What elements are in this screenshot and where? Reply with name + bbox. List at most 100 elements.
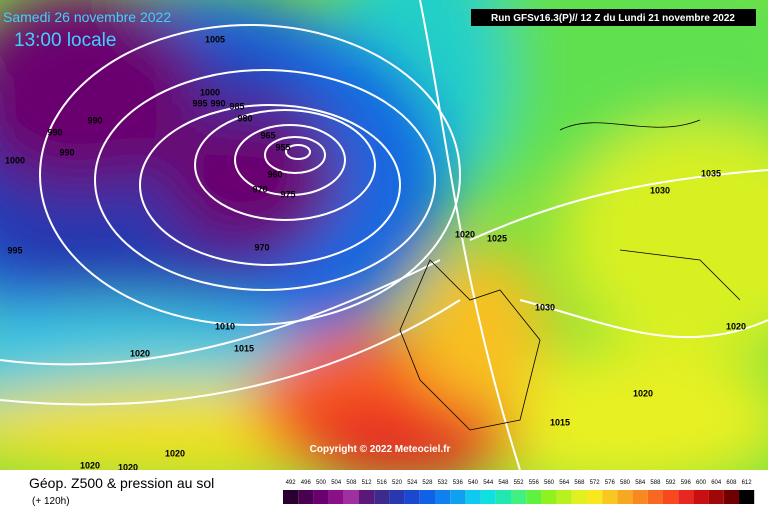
isobar-label: 975 xyxy=(280,189,295,199)
isobar-label: 990 xyxy=(210,98,225,108)
scale-swatch xyxy=(298,490,314,504)
isobar-label: 970 xyxy=(252,184,267,194)
scale-swatch xyxy=(328,490,344,504)
isobar-label: 1020 xyxy=(726,321,746,331)
scale-label: 528 xyxy=(422,480,433,486)
isobar-label: 1030 xyxy=(650,185,670,195)
scale-swatch xyxy=(739,490,755,504)
scale-label: 512 xyxy=(362,480,373,486)
scale-label: 592 xyxy=(666,480,677,486)
color-scale: 492 496 500 504 508 512 516 520 524 528 532 536 540 5… xyxy=(283,480,755,504)
scale-swatch xyxy=(571,490,587,504)
scale-swatch xyxy=(526,490,542,504)
scale-swatch xyxy=(374,490,390,504)
scale-swatch xyxy=(723,490,739,504)
isobar-label: 1020 xyxy=(130,348,150,358)
isobar-label: 1010 xyxy=(215,321,235,331)
isobar-label: 960 xyxy=(267,169,282,179)
isobar-label: 985 xyxy=(229,101,244,111)
scale-label: 604 xyxy=(711,480,722,486)
scale-label: 580 xyxy=(620,480,631,486)
footer-title: Géop. Z500 & pression au sol xyxy=(29,475,214,491)
scale-label: 516 xyxy=(377,480,388,486)
isobar-label: 1015 xyxy=(234,343,254,353)
isobar-label: 1030 xyxy=(535,302,555,312)
scale-label: 540 xyxy=(468,480,479,486)
isobar-label: 1000 xyxy=(200,87,220,97)
scale-label: 608 xyxy=(726,480,737,486)
date: Samedi 26 novembre 2022 xyxy=(3,9,171,25)
scale-swatch xyxy=(556,490,572,504)
run-box xyxy=(471,9,756,26)
copyright: Copyright © 2022 Meteociel.fr xyxy=(310,444,451,455)
scale-label: 596 xyxy=(681,480,692,486)
scale-label: 556 xyxy=(529,480,540,486)
scale-swatch xyxy=(663,490,679,504)
scale-swatch xyxy=(495,490,511,504)
isobar-label: 990 xyxy=(47,127,62,137)
isobar-label: 1020 xyxy=(633,388,653,398)
scale-swatch xyxy=(450,490,466,504)
isobar-label: 995 xyxy=(7,245,22,255)
isobar-label: 990 xyxy=(87,115,102,125)
isobar-label: 980 xyxy=(237,113,252,123)
isobar-label: 1005 xyxy=(205,34,225,44)
isobar-label: 970 xyxy=(254,242,269,252)
scale-swatch xyxy=(435,490,451,504)
scale-label: 576 xyxy=(605,480,616,486)
isobars xyxy=(0,0,768,470)
scale-swatch xyxy=(678,490,694,504)
isobar-label: 1035 xyxy=(701,168,721,178)
scale-label: 492 xyxy=(286,480,297,486)
scale-label: 600 xyxy=(696,480,707,486)
field: ​ xyxy=(0,0,768,470)
scale-label: 548 xyxy=(498,480,509,486)
scale-swatch xyxy=(511,490,527,504)
scale-swatch xyxy=(404,490,420,504)
scale-swatch xyxy=(389,490,405,504)
isobar-label: 1020 xyxy=(118,462,138,472)
scale-label: 560 xyxy=(544,480,555,486)
scale-swatch xyxy=(480,490,496,504)
scale-label: 536 xyxy=(453,480,464,486)
run-info: Run GFSv16.3(P)// 12 Z du Lundi 21 novem… xyxy=(491,13,735,24)
scale-label: 564 xyxy=(559,480,570,486)
scale-label: 588 xyxy=(650,480,661,486)
scale-label: 500 xyxy=(316,480,327,486)
isobar-label: 1015 xyxy=(550,417,570,427)
scale-label: 544 xyxy=(483,480,494,486)
scale-label: 532 xyxy=(438,480,449,486)
scale-swatch xyxy=(647,490,663,504)
scale-label: 552 xyxy=(514,480,525,486)
scale-label: 496 xyxy=(301,480,312,486)
scale-label: 524 xyxy=(407,480,418,486)
scale-label: 568 xyxy=(574,480,585,486)
isobar-label: 995 xyxy=(192,98,207,108)
scale-swatch xyxy=(343,490,359,504)
scale-swatch xyxy=(313,490,329,504)
scale-label: 584 xyxy=(635,480,646,486)
scale-swatch xyxy=(693,490,709,504)
isobar-label: 1025 xyxy=(487,233,507,243)
scale-swatch xyxy=(419,490,435,504)
scale-swatch xyxy=(602,490,618,504)
scale-swatch xyxy=(587,490,603,504)
scale-swatch xyxy=(708,490,724,504)
scale-label: 508 xyxy=(346,480,357,486)
isobar-label: 1020 xyxy=(80,460,100,470)
scale-swatch xyxy=(465,490,481,504)
isobar-label: 965 xyxy=(260,130,275,140)
scale-label: 504 xyxy=(331,480,342,486)
isobar-label: 990 xyxy=(59,147,74,157)
scale-label: 520 xyxy=(392,480,403,486)
scale-swatch xyxy=(541,490,557,504)
time: 13:00 locale xyxy=(14,30,116,51)
scale-swatch xyxy=(283,490,299,504)
scale-label: 612 xyxy=(742,480,753,486)
scale-label: 572 xyxy=(590,480,601,486)
lead-time: (+ 120h) xyxy=(32,496,70,507)
isobar-label: 1000 xyxy=(5,155,25,165)
scale-swatch xyxy=(632,490,648,504)
